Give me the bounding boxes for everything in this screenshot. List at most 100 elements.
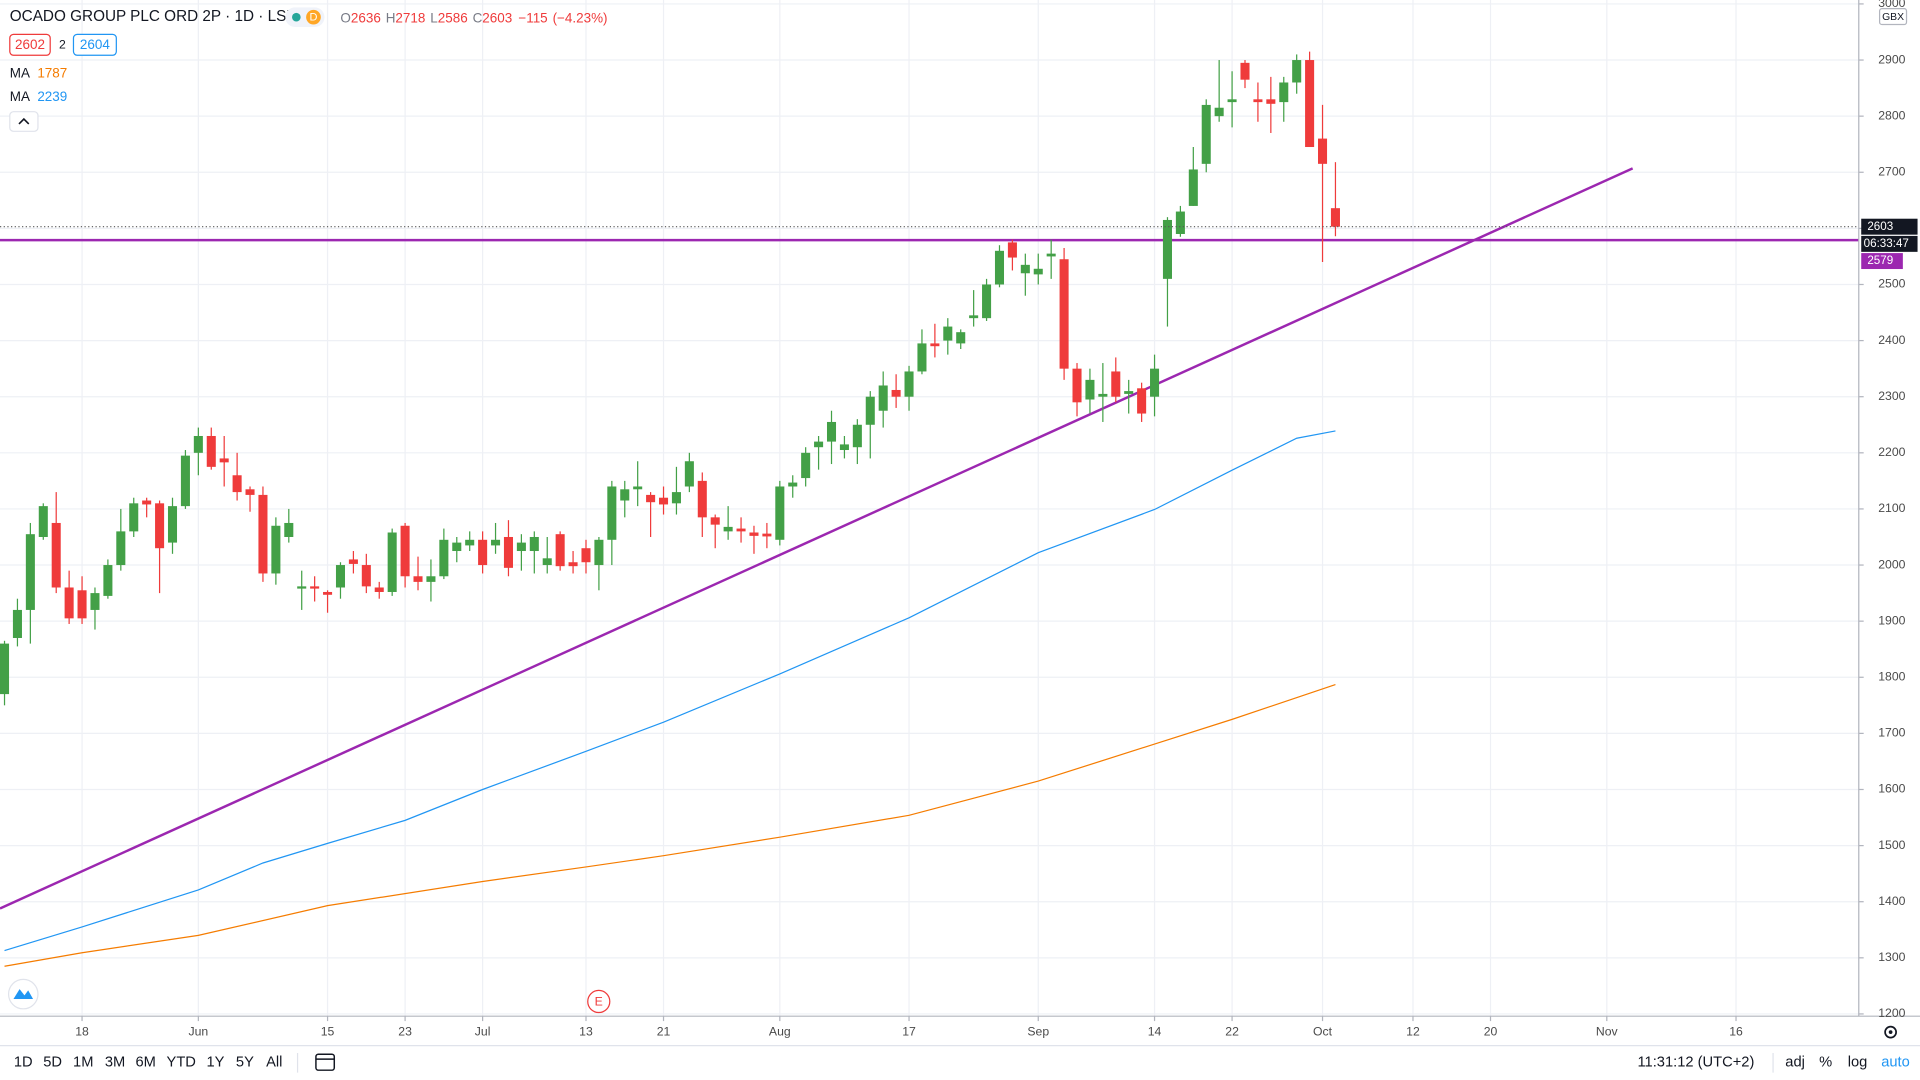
candle-body [90, 593, 100, 610]
candle-body [1305, 60, 1315, 148]
scale-option[interactable]: adj [1785, 1055, 1805, 1071]
y-tick-label: 2700 [1878, 164, 1905, 178]
candle-body [1162, 219, 1172, 279]
badge-circle [306, 9, 321, 25]
x-tick-label: Jun [188, 1024, 208, 1038]
x-tick-label: 12 [1406, 1024, 1420, 1038]
range-button[interactable]: 1Y [207, 1055, 225, 1071]
y-tick-label: 2500 [1878, 277, 1905, 291]
y-tick-label: 1600 [1878, 782, 1905, 796]
ma-name: MA [10, 89, 30, 104]
settings-icon[interactable] [1884, 1025, 1897, 1039]
candle-body [1292, 60, 1302, 83]
candle-body [103, 565, 113, 596]
bid: 2602 [15, 37, 45, 52]
range-button[interactable]: 6M [136, 1055, 156, 1071]
x-tick-label: 21 [657, 1024, 671, 1038]
y-tick-label: 1400 [1878, 894, 1905, 908]
change-percent: (−4.23%) [553, 10, 608, 25]
x-tick-label: 23 [398, 1024, 412, 1038]
candle-body [465, 539, 475, 546]
y-tick-label: 1700 [1878, 726, 1905, 740]
candle-body [1227, 99, 1237, 103]
ohlc-letter: C [473, 10, 483, 25]
candle-body [193, 435, 203, 453]
candle-body [310, 586, 320, 589]
candle-body [646, 494, 656, 503]
range-button[interactable]: 3M [105, 1055, 125, 1071]
clock: 11:31:12 (UTC+2) [1637, 1055, 1754, 1071]
candle-body [478, 539, 488, 566]
badge: D [309, 12, 317, 24]
scale-option[interactable]: auto [1881, 1055, 1910, 1071]
candle-body [555, 534, 565, 567]
y-tick-label: 2300 [1878, 389, 1905, 403]
axes: 1200 1300 1400 1500 1600 1700 1800 1900 2000 2100… [75, 0, 1918, 1038]
candle-body [439, 539, 449, 577]
ohlc-letter: O [340, 10, 350, 25]
range-button[interactable]: YTD [167, 1055, 196, 1071]
candle-body [659, 497, 669, 505]
candle-body [775, 486, 785, 540]
range-button[interactable]: 1D [14, 1055, 33, 1071]
candle-body [387, 532, 397, 592]
candle-body [51, 522, 61, 588]
candle-body [1085, 379, 1095, 400]
y-tick-label: 2100 [1878, 501, 1905, 515]
date-range-icon[interactable] [315, 1053, 336, 1071]
range-button[interactable]: All [266, 1055, 282, 1071]
candle-body [943, 326, 953, 341]
candle-body [1266, 99, 1276, 104]
currency-box[interactable] [1878, 7, 1908, 26]
candle-body [620, 489, 630, 501]
range-button[interactable]: 5D [43, 1055, 62, 1071]
y-tick-label: 1300 [1878, 950, 1905, 964]
candle-body [271, 525, 281, 574]
candle-body [1111, 371, 1121, 397]
candle-body [917, 343, 927, 372]
candle-body [284, 522, 294, 537]
close-value: 2603 [482, 10, 512, 25]
x-tick-label: Jul [475, 1024, 491, 1038]
candle-body [762, 533, 772, 537]
bid-box[interactable] [9, 33, 51, 56]
ask-box[interactable] [72, 33, 117, 56]
candle-body [1020, 264, 1030, 274]
y-tick-label: 1900 [1878, 613, 1905, 627]
x-tick-label: Oct [1313, 1024, 1333, 1038]
earnings-label: E [595, 994, 603, 1008]
logo-icon [13, 989, 34, 999]
earnings-marker[interactable] [587, 989, 611, 1014]
candle-body [452, 542, 462, 552]
collapse-button[interactable] [9, 111, 39, 132]
x-tick-label: 14 [1148, 1024, 1162, 1038]
symbol-title: OCADO GROUP PLC ORD 2P · 1D · LSE [10, 8, 297, 25]
trend-line[interactable] [0, 167, 1634, 910]
candle-body [697, 480, 707, 518]
candle-body [814, 441, 824, 448]
candle-body [323, 591, 333, 595]
candle-body [245, 489, 255, 495]
ma-legend: MA 1787 [10, 65, 67, 80]
scale-option[interactable]: log [1848, 1055, 1868, 1071]
candle-body [568, 562, 578, 567]
candle-body [1188, 169, 1198, 206]
range-button[interactable]: 1M [73, 1055, 93, 1071]
scale-option[interactable]: % [1819, 1055, 1832, 1071]
candle-body [1046, 253, 1056, 257]
candle-body [607, 486, 617, 540]
candle-body [1007, 242, 1017, 258]
x-tick-label: 13 [579, 1024, 593, 1038]
candle-body [116, 531, 126, 566]
candle-body [77, 590, 87, 619]
x-tick-label: Aug [769, 1024, 791, 1038]
candle-body [206, 435, 216, 467]
candle-body [1072, 368, 1082, 403]
candle-body [155, 503, 165, 549]
range-button[interactable]: 5Y [236, 1055, 254, 1071]
candle-body [671, 492, 681, 504]
candle-body [1124, 391, 1134, 394]
candle-body [348, 559, 358, 564]
